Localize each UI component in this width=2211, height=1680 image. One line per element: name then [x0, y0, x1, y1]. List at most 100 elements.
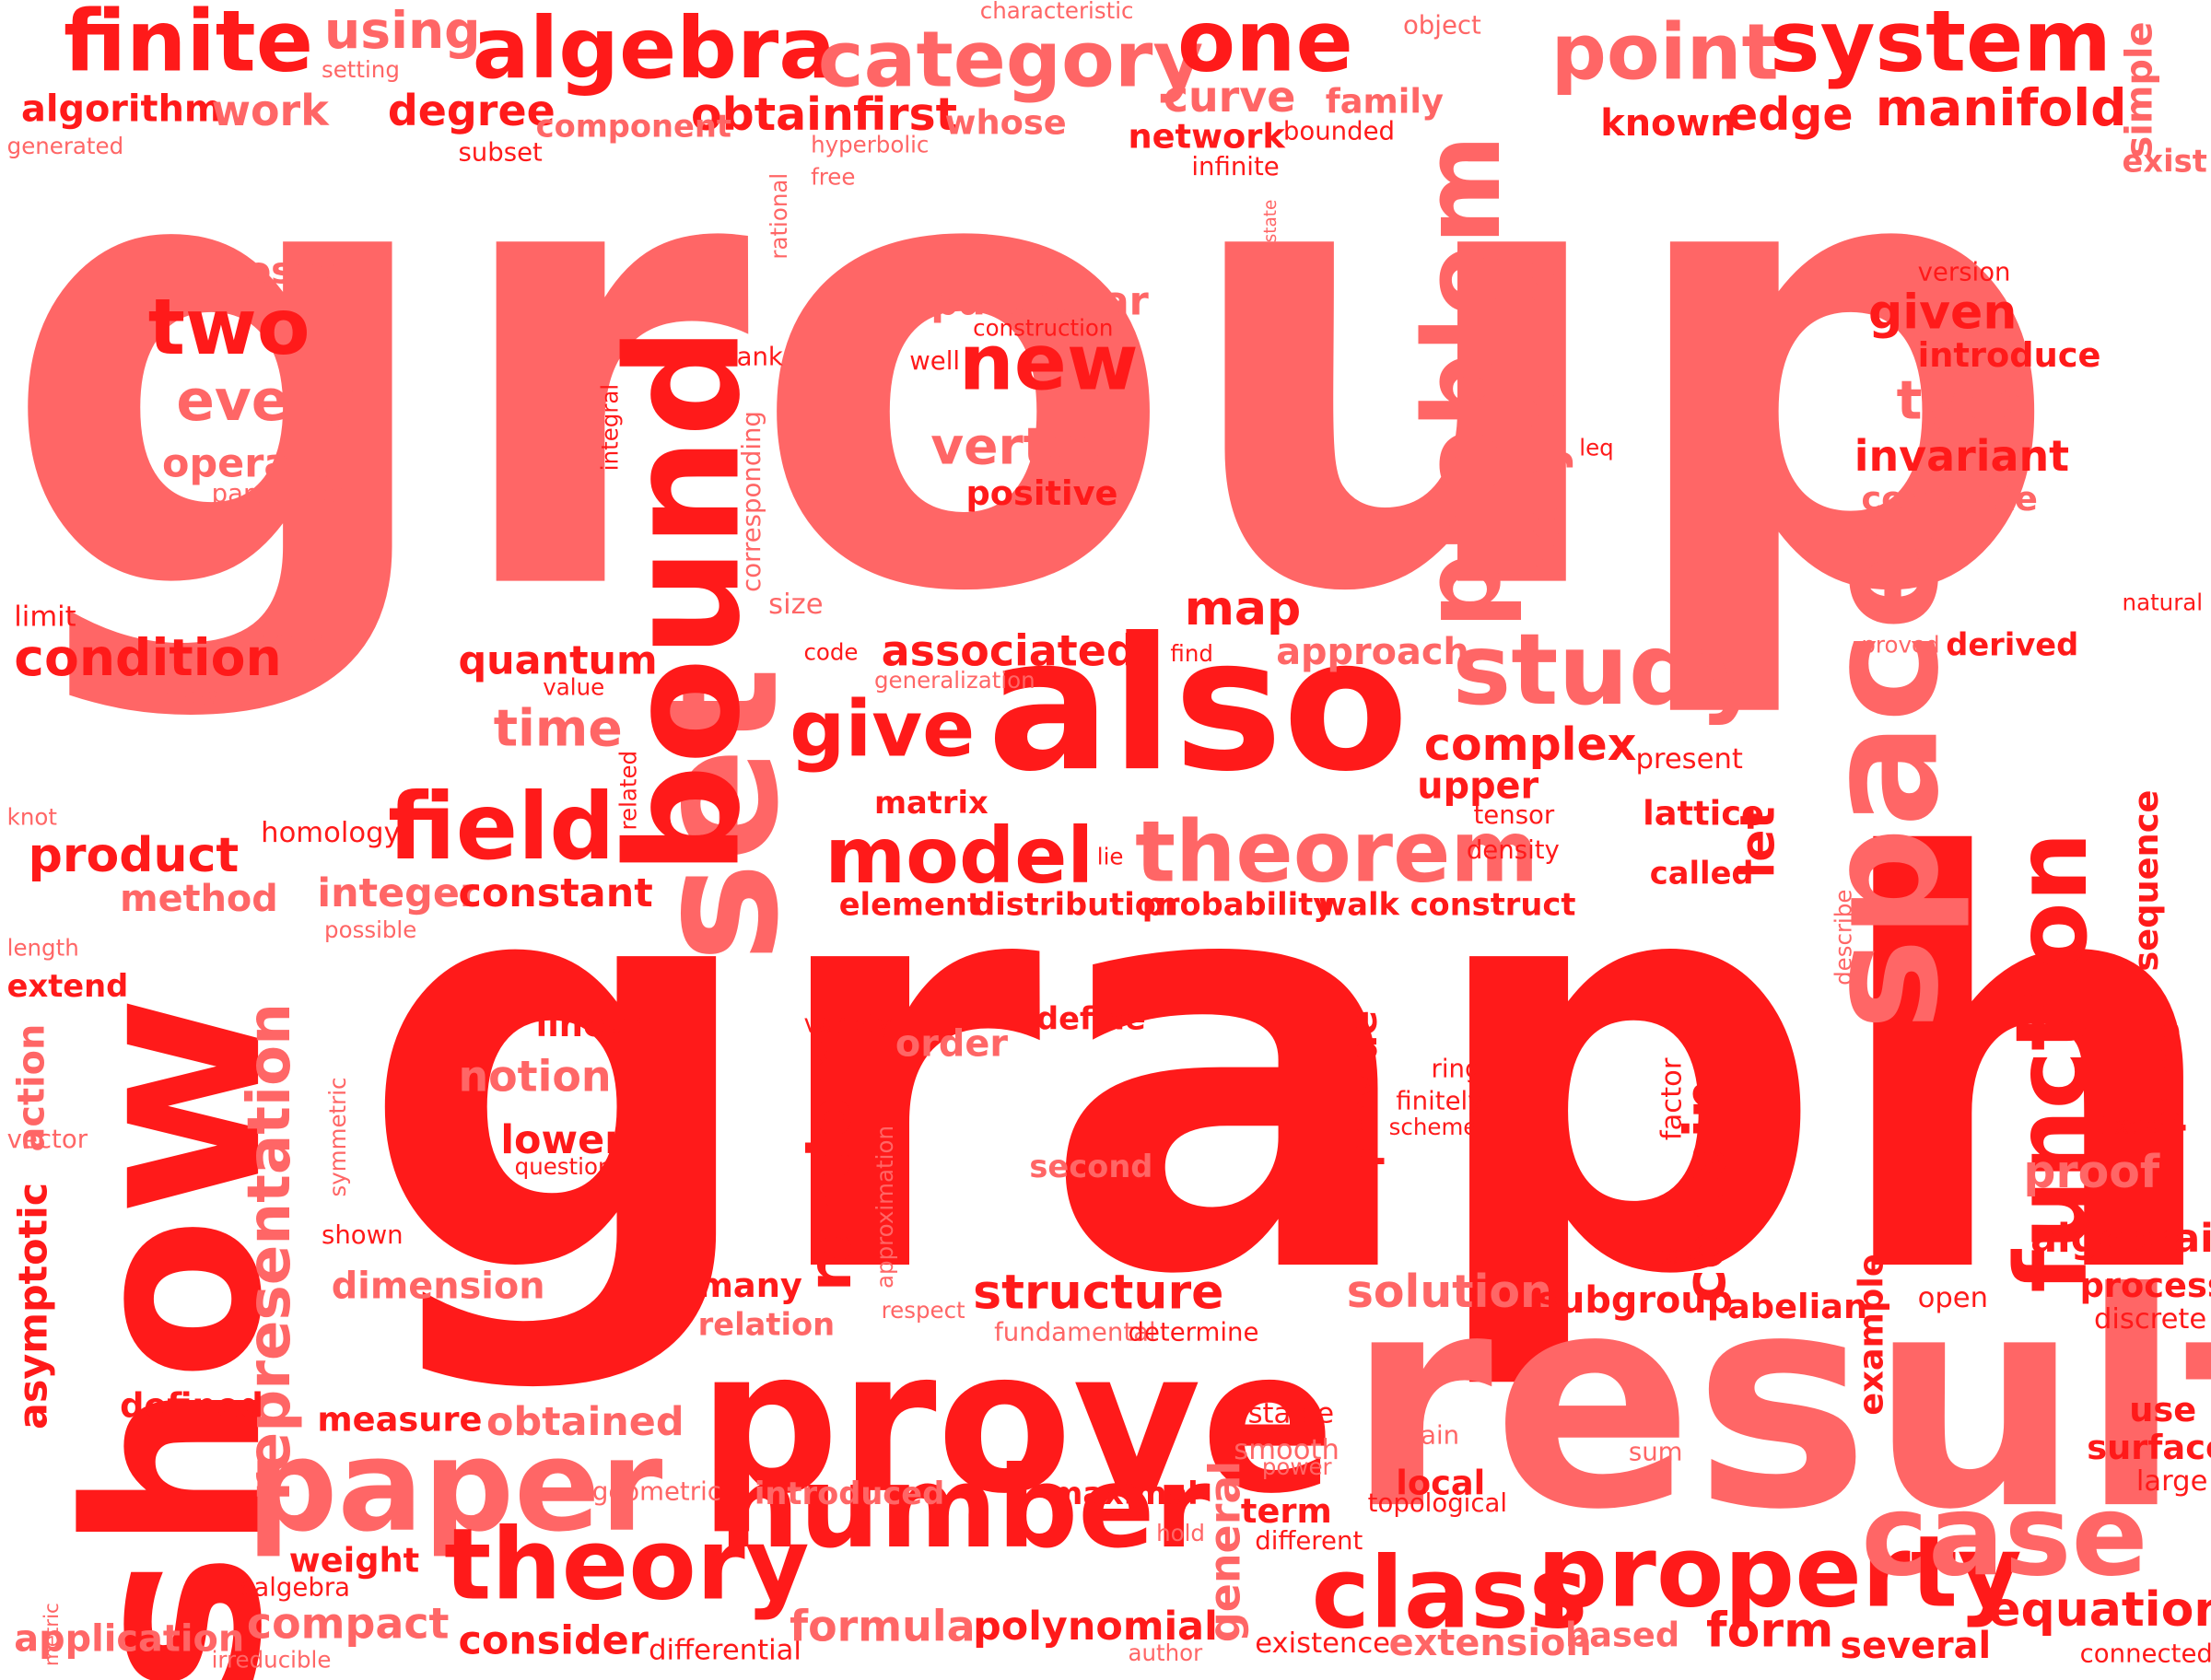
word-obtain: obtain	[690, 87, 854, 142]
word-structure: structure	[973, 1264, 1224, 1322]
word-proof: proof	[2023, 1144, 2160, 1199]
word-notion: notion	[458, 1053, 612, 1102]
word-knot: knot	[6, 803, 57, 831]
word-associated: associated	[881, 627, 1137, 677]
word-map: map	[1184, 580, 1302, 637]
word-hold: hold	[1156, 1519, 1205, 1547]
word-number: number	[719, 1441, 1211, 1574]
word-different: different	[1255, 1526, 1363, 1557]
word-degree: degree	[387, 87, 556, 137]
word-example: example	[1851, 1254, 1891, 1416]
word-solution: solution	[1346, 1264, 1552, 1319]
word-object: object	[1402, 11, 1481, 41]
word-calgebra: calgebra	[240, 1573, 351, 1604]
word-sequence: sequence	[2126, 789, 2167, 972]
word-element: element	[838, 888, 982, 924]
word-complete: complete	[1861, 479, 2038, 519]
word-generated: generated	[6, 132, 124, 159]
word-large: large	[2135, 1463, 2208, 1498]
word-proved: proved	[1861, 631, 1940, 659]
word-representation: representation	[234, 1002, 304, 1501]
word-give: give	[790, 683, 976, 775]
word-power: power	[1261, 1453, 1332, 1481]
word-length: length	[6, 934, 79, 962]
word-polynomial: polynomial	[973, 1603, 1218, 1650]
word-differential: differential	[649, 1632, 801, 1667]
word-irreducible: irreducible	[211, 1646, 332, 1674]
word-matrix: matrix	[873, 787, 989, 822]
word-algorithm: algorithm	[20, 88, 223, 132]
word-density: density	[1466, 835, 1560, 866]
word-least: least	[1643, 1240, 1704, 1271]
word-known: known	[1600, 102, 1737, 146]
word-introduced: introduced	[754, 1477, 945, 1513]
word-also: also	[987, 597, 1410, 812]
word-present: present	[1635, 741, 1743, 776]
word-author: author	[1128, 1639, 1203, 1667]
word-work: work	[211, 87, 329, 137]
word-formula: formula	[790, 1603, 976, 1652]
word-finitely: finitely	[1396, 1087, 1483, 1117]
word-size: size	[768, 586, 824, 621]
word-subset: subset	[458, 137, 543, 169]
word-space: space	[1792, 525, 1973, 1031]
word-asymptotic: asymptotic	[9, 1182, 57, 1429]
word-parameter: parameter	[211, 479, 346, 509]
word-weight: weight	[288, 1540, 420, 1581]
word-generalization: generalization	[873, 666, 1035, 694]
word-extend: extend	[6, 970, 129, 1006]
word-complex: complex	[1423, 718, 1637, 772]
word-walk: walk	[1318, 888, 1399, 924]
word-local: local	[1396, 1463, 1486, 1503]
word-dimension: dimension	[331, 1266, 545, 1309]
word-bounded: bounded	[1282, 117, 1396, 147]
word-random: random	[795, 1035, 865, 1292]
word-paper: paper	[246, 1412, 663, 1561]
word-describe: describe	[1830, 890, 1857, 986]
word-many: many	[697, 1266, 802, 1306]
word-tensor: tensor	[1473, 800, 1555, 831]
word-lie: lie	[1096, 843, 1124, 870]
word-limit: limit	[14, 599, 76, 634]
word-abelian: abelian	[1726, 1287, 1868, 1327]
word-variety: variety	[803, 1009, 893, 1040]
word-particular: particular	[930, 277, 1149, 325]
word-extension: extension	[1388, 1622, 1592, 1665]
word-equation: equation	[1988, 1581, 2211, 1639]
word-finite: finite	[63, 0, 314, 92]
word-graph: graph	[359, 742, 2211, 1399]
word-natural: natural	[2122, 589, 2204, 616]
word-classical: classical	[162, 681, 269, 711]
word-hyperbolic: hyperbolic	[811, 131, 930, 158]
word-provide: provide	[1343, 1009, 1386, 1168]
word-main: main	[1396, 1420, 1460, 1451]
word-possible: possible	[324, 916, 417, 943]
word-method: method	[120, 878, 278, 921]
word-approximation: approximation	[871, 1125, 898, 1289]
word-scheme: scheme	[1388, 1114, 1478, 1141]
word-case: case	[1861, 1470, 2148, 1602]
word-define: define	[1035, 1002, 1146, 1038]
word-integral: integral	[596, 384, 624, 472]
word-edge: edge	[1726, 87, 1854, 142]
word-type: type	[1896, 369, 2032, 432]
word-family: family	[1325, 81, 1444, 122]
word-theory: theory	[444, 1507, 810, 1623]
word-ring: ring	[1431, 1054, 1481, 1085]
word-integer: integer	[317, 869, 480, 916]
word-based: based	[1564, 1616, 1680, 1655]
word-called: called	[1649, 857, 1754, 892]
word-algebraic: algebraic	[2030, 1215, 2211, 1262]
word-characteristic: characteristic	[979, 0, 1134, 25]
word-measure: measure	[317, 1399, 483, 1440]
word-infinite: infinite	[1191, 152, 1280, 182]
word-consider: consider	[458, 1616, 649, 1664]
word-system: system	[1769, 0, 2112, 92]
word-open: open	[1917, 1279, 1989, 1314]
word-value: value	[543, 673, 605, 701]
word-group: group	[0, 6, 2063, 728]
word-surface: surface	[2087, 1428, 2211, 1468]
word-second: second	[1029, 1149, 1153, 1186]
word-upper: upper	[1417, 765, 1539, 809]
